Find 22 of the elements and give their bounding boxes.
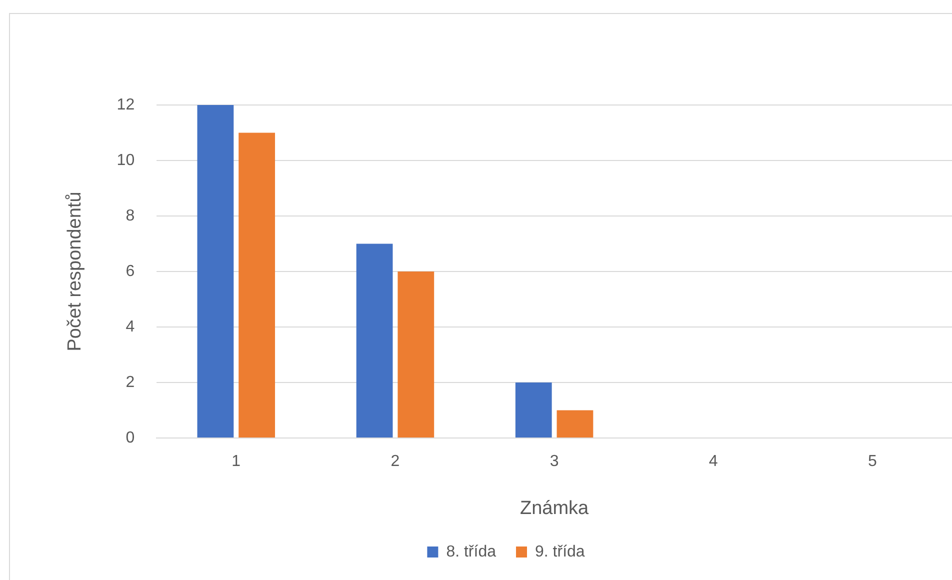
bar bbox=[398, 272, 434, 438]
bar bbox=[515, 382, 552, 438]
y-tick-label: 10 bbox=[116, 152, 135, 169]
legend-label: 9. třída bbox=[535, 543, 585, 560]
x-tick-label: 5 bbox=[868, 453, 878, 470]
y-tick-label: 2 bbox=[126, 374, 135, 391]
y-tick-label: 6 bbox=[126, 262, 135, 280]
y-axis-title: Počet respondentů bbox=[64, 192, 86, 352]
bar bbox=[238, 132, 276, 438]
x-tick-label: 4 bbox=[708, 453, 718, 470]
x-tick-label: 3 bbox=[550, 453, 559, 470]
y-tick-label: 12 bbox=[116, 96, 135, 114]
legend-label: 8. třída bbox=[446, 543, 496, 560]
x-tick-label: 2 bbox=[390, 453, 400, 470]
x-axis-title: Známka bbox=[520, 498, 590, 519]
y-tick-label: 4 bbox=[126, 318, 135, 336]
y-tick-label: 8 bbox=[126, 207, 135, 224]
bar bbox=[556, 410, 594, 438]
bar bbox=[197, 105, 234, 438]
bar bbox=[356, 244, 393, 438]
y-tick-label: 0 bbox=[126, 429, 135, 446]
x-tick-label: 1 bbox=[232, 453, 241, 470]
